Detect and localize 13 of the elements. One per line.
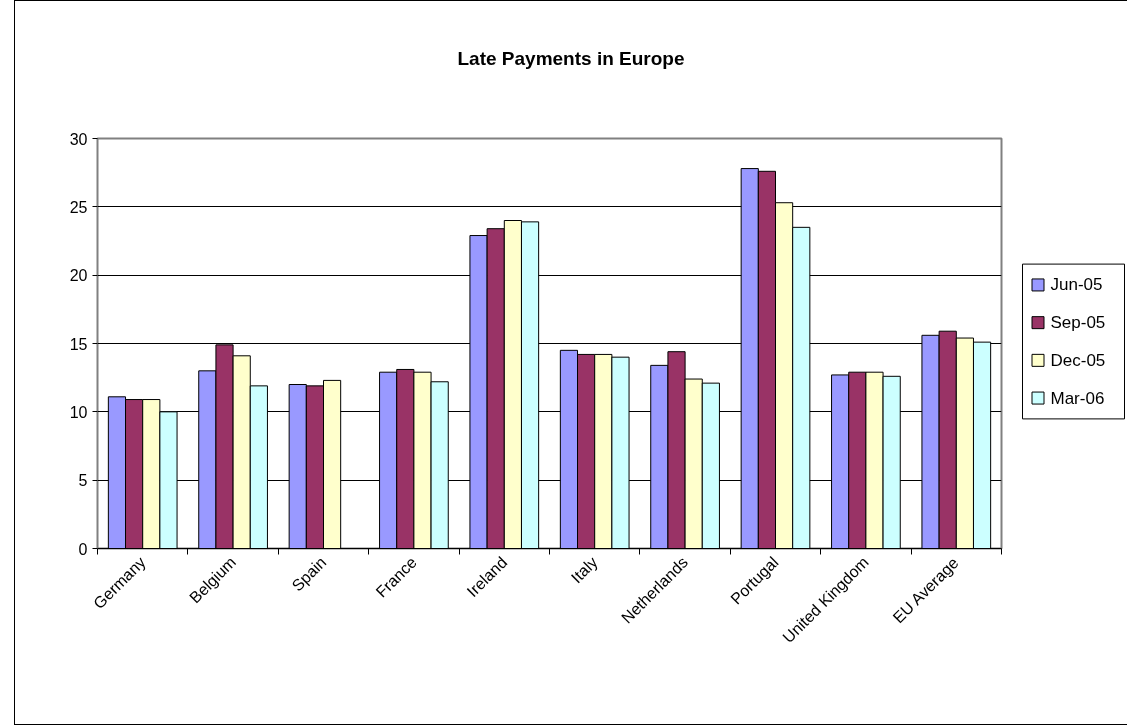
x-tick-label: Italy: [567, 553, 601, 587]
y-tick-label: 5: [78, 472, 88, 490]
legend-label: Mar-06: [1050, 388, 1105, 408]
y-tick-label: 30: [69, 130, 88, 148]
legend-label: Sep-05: [1050, 313, 1106, 333]
y-tick-label: 20: [69, 267, 88, 285]
chart-title: Late Payments in Europe: [457, 47, 685, 71]
y-tick-label: 25: [69, 198, 88, 216]
y-tick-label: 10: [69, 403, 88, 421]
legend-label: Dec-05: [1050, 350, 1106, 370]
y-tick-label: 0: [78, 540, 88, 558]
legend-label: Jun-05: [1050, 275, 1103, 295]
y-tick-label: 15: [69, 335, 88, 353]
